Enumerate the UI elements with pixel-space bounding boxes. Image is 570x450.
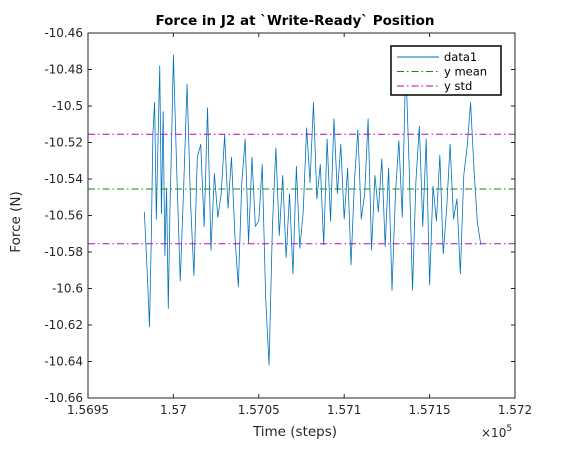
series-line-data1 bbox=[143, 54, 482, 366]
x-tick-label: 1.5705 bbox=[238, 403, 280, 417]
y-tick-label: -10.5 bbox=[52, 99, 83, 113]
x-axis-label: Time (steps) bbox=[252, 424, 337, 440]
y-tick-label: -10.58 bbox=[44, 245, 83, 259]
y-tick-label: -10.56 bbox=[44, 209, 83, 223]
y-tick-label: -10.54 bbox=[44, 172, 83, 186]
x-tick-label: 1.5715 bbox=[409, 403, 451, 417]
x-tick-label: 1.57 bbox=[160, 403, 187, 417]
x-multiplier-base: ×10 bbox=[481, 426, 506, 440]
y-tick-label: -10.62 bbox=[44, 318, 83, 332]
legend-box bbox=[390, 45, 502, 96]
y-tick-label: -10.52 bbox=[44, 136, 83, 150]
y-tick-label: -10.66 bbox=[44, 391, 83, 405]
x-multiplier-exponent: 5 bbox=[506, 424, 512, 434]
y-tick-label: -10.64 bbox=[44, 355, 83, 369]
x-tick-label: 1.571 bbox=[327, 403, 361, 417]
y-tick-label: -10.48 bbox=[44, 63, 83, 77]
y-tick-label: -10.46 bbox=[44, 26, 83, 40]
x-tick-label: 1.572 bbox=[498, 403, 532, 417]
legend-entry-data1-label: data1 bbox=[444, 50, 477, 64]
chart-title: Force in J2 at `Write-Ready` Position bbox=[155, 13, 434, 29]
x-multiplier-label: ×105 bbox=[481, 424, 512, 440]
x-tick-label: 1.5695 bbox=[67, 403, 109, 417]
legend-entry-y-std-label: y std bbox=[444, 79, 472, 93]
legend-entry-y-mean-label: y mean bbox=[444, 65, 487, 79]
y-axis-label: Force (N) bbox=[8, 191, 24, 252]
y-tick-label: -10.6 bbox=[52, 282, 83, 296]
